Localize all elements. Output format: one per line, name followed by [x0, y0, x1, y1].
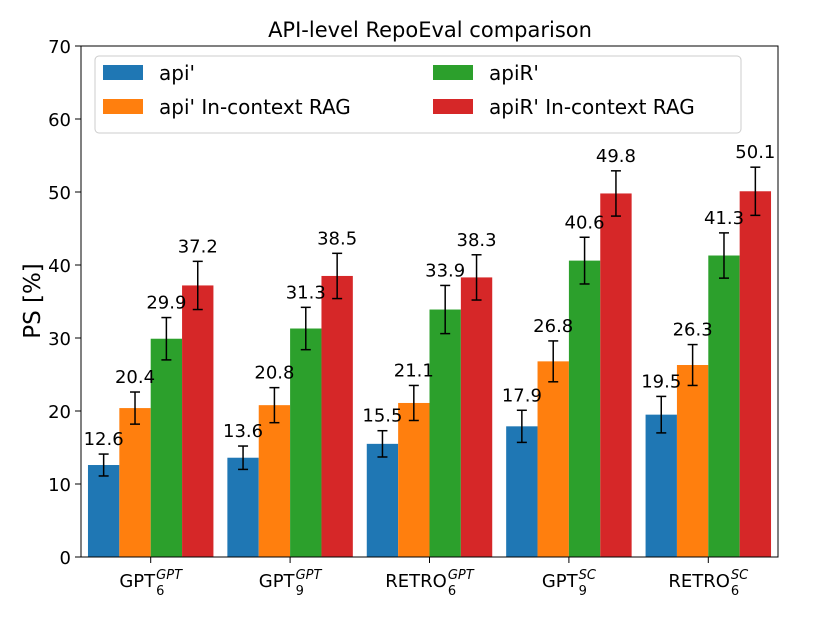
bar	[182, 285, 214, 557]
y-tick-label: 70	[48, 37, 71, 58]
bar	[676, 365, 709, 557]
y-tick-label: 60	[48, 110, 71, 131]
x-tick-label-sup: GPT	[296, 568, 323, 583]
value-label: 31.3	[286, 282, 326, 303]
bar	[506, 426, 538, 557]
legend-label: api'	[159, 61, 195, 85]
x-tick-label-sub: 9	[296, 584, 304, 599]
legend-swatch	[433, 99, 473, 114]
y-tick-label: 40	[48, 256, 71, 277]
x-tick-label-base: RETRO	[385, 571, 447, 592]
x-tick-label-base: GPT	[542, 571, 579, 592]
value-label: 41.3	[704, 208, 744, 229]
chart-title: API-level RepoEval comparison	[268, 18, 592, 42]
bar	[708, 255, 740, 557]
value-label: 21.1	[394, 360, 434, 381]
bar	[366, 443, 399, 557]
x-tick-label-sup: GPT	[448, 568, 475, 583]
y-tick-label: 10	[48, 475, 71, 496]
error-bars-layer	[98, 166, 761, 477]
x-tick-label: GPT SC9	[542, 568, 597, 599]
value-label: 33.9	[425, 260, 465, 281]
legend-item: apiR'	[433, 61, 539, 85]
legend-item: api'	[103, 61, 195, 85]
value-label: 19.5	[641, 371, 681, 392]
value-label: 26.8	[533, 316, 573, 337]
bar	[537, 361, 569, 557]
value-label: 49.8	[596, 146, 636, 167]
x-tick-label-sub: 6	[448, 584, 456, 599]
legend-swatch	[103, 99, 143, 114]
y-tick-label: 30	[48, 329, 71, 350]
bar	[150, 338, 183, 557]
bar	[429, 309, 461, 557]
x-tick-label-sub: 6	[731, 584, 739, 599]
x-tick-label-base: GPT	[259, 571, 296, 592]
x-tick-label-sup: SC	[731, 568, 749, 583]
value-label: 20.8	[254, 363, 294, 384]
legend-item: api' In-context RAG	[103, 95, 351, 119]
value-label: 12.6	[84, 429, 124, 450]
bar	[600, 193, 632, 557]
legend-swatch	[103, 65, 143, 80]
y-tick-label: 50	[48, 183, 71, 204]
x-tick-label-base: GPT	[119, 571, 156, 592]
value-label: 29.9	[146, 293, 186, 314]
x-tick-label-sub: 9	[579, 584, 587, 599]
legend: api' api' In-context RAG apiR' apiR' In-con…	[94, 55, 742, 134]
value-label: 40.6	[565, 212, 605, 233]
legend-frame	[94, 55, 742, 134]
x-tick-label: RETRO SC6	[668, 568, 749, 599]
value-labels-layer: 12.6 13.6 15.5 17.9 19.5 20.4 20.8 21.1 26.8 26.3…	[84, 142, 776, 450]
legend-label: apiR' In-context RAG	[489, 95, 695, 119]
bar	[227, 457, 259, 557]
legend-item: apiR' In-context RAG	[433, 95, 695, 119]
value-label: 26.3	[673, 320, 713, 341]
bar	[568, 260, 601, 557]
x-tick-label-sup: SC	[579, 568, 597, 583]
y-tick-label: 0	[60, 548, 71, 569]
bar	[290, 328, 322, 557]
legend-swatch	[433, 65, 473, 80]
bar	[119, 408, 151, 557]
bar	[460, 277, 493, 557]
legend-label: apiR'	[489, 61, 539, 85]
y-tick-label: 20	[48, 402, 71, 423]
x-tick-label-base: RETRO	[668, 571, 730, 592]
legend-label: api' In-context RAG	[159, 95, 351, 119]
x-tick-label-sub: 6	[156, 584, 164, 599]
bar	[645, 414, 677, 557]
x-tick-label-sup: GPT	[156, 568, 183, 583]
value-label: 20.4	[115, 367, 155, 388]
y-axis-ticks: 0 10 20 30 40 50 60 70	[48, 37, 81, 569]
value-label: 13.6	[223, 421, 263, 442]
y-axis-label: PS [%]	[20, 263, 46, 339]
bar	[258, 405, 291, 557]
bar	[398, 402, 430, 557]
bar	[87, 465, 120, 557]
bar	[739, 191, 772, 557]
bars-layer	[87, 191, 772, 557]
value-label: 38.3	[457, 230, 497, 251]
value-label: 38.5	[317, 228, 357, 249]
value-label: 15.5	[362, 406, 402, 427]
value-label: 50.1	[735, 142, 775, 163]
value-label: 17.9	[502, 385, 542, 406]
bar	[321, 275, 353, 557]
value-label: 37.2	[178, 236, 218, 257]
